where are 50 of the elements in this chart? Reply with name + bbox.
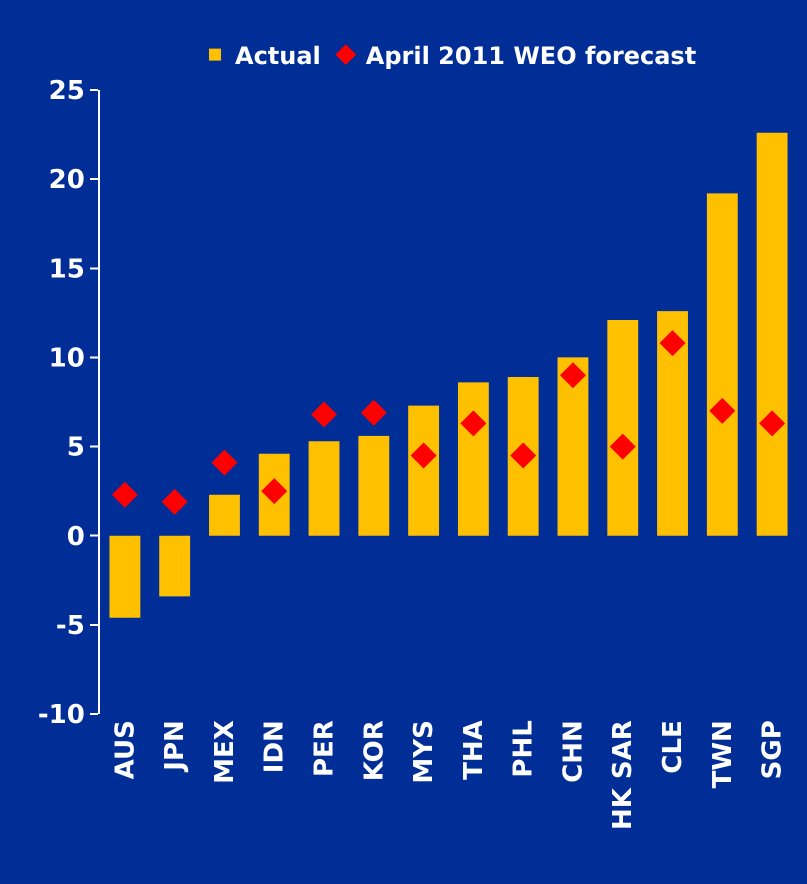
x-tick-label: TWN [708, 720, 738, 788]
x-tick-label: AUS [110, 720, 140, 780]
bar [358, 436, 390, 536]
point [510, 442, 536, 468]
x-tick-label: CLE [658, 720, 688, 774]
point [460, 410, 486, 436]
point [162, 488, 188, 515]
y-tick-label: 0 [66, 522, 85, 552]
x-tick-label: THA [458, 720, 489, 780]
bar [657, 311, 688, 536]
point [709, 398, 736, 424]
y-tick-label: -5 [56, 610, 85, 641]
bar [109, 536, 140, 618]
bar [756, 132, 788, 536]
bar [508, 377, 539, 536]
point [311, 401, 338, 428]
point [759, 410, 786, 436]
bar [408, 406, 440, 536]
x-tick-label: PER [309, 720, 340, 778]
point [360, 400, 387, 426]
point [660, 330, 686, 356]
y-tick-label: 5 [66, 432, 85, 463]
bar [558, 357, 588, 536]
x-tick-label: HK SAR [608, 720, 638, 830]
x-tick-label: SGP [758, 720, 788, 780]
x-tick-label: PHL [508, 720, 539, 778]
x-tick-label: KOR [359, 720, 390, 782]
y-tick-label: 15 [48, 254, 85, 284]
x-tick-label: MYS [409, 720, 440, 784]
x-tick-label: CHN [558, 720, 588, 783]
point [112, 482, 138, 508]
legend-label: Actual [235, 42, 321, 70]
y-tick-label: -10 [38, 700, 85, 730]
x-tick-label: IDN [260, 720, 290, 774]
point [610, 434, 636, 460]
point [211, 450, 238, 476]
y-tick-label: 20 [48, 165, 85, 196]
y-tick-label: 25 [48, 76, 85, 106]
bar [159, 536, 190, 596]
x-tick-label: JPN [160, 720, 190, 773]
bar [458, 382, 489, 536]
bar [706, 193, 738, 536]
bar [607, 320, 638, 536]
point [560, 362, 586, 388]
point [410, 442, 437, 468]
bar [209, 494, 240, 536]
legend-label: April 2011 WEO forecast [366, 42, 696, 70]
y-tick-label: 10 [48, 344, 85, 374]
bar [308, 441, 340, 536]
x-tick-label: MEX [210, 720, 240, 784]
